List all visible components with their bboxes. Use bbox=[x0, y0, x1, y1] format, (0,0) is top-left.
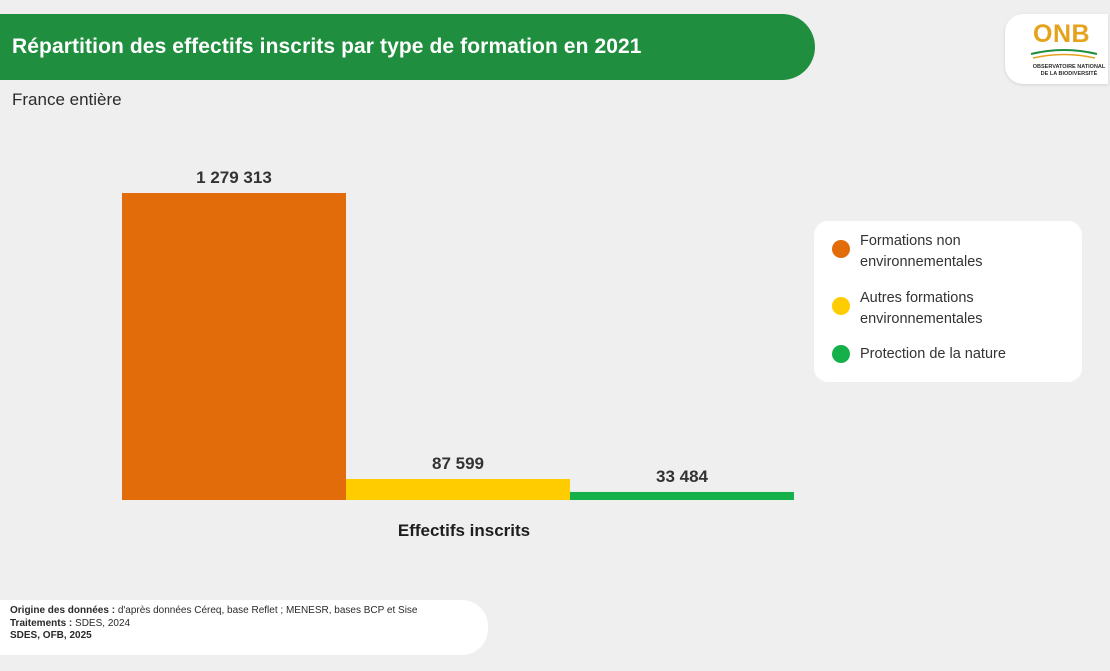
legend: Formations non environnementales Autres … bbox=[814, 221, 1082, 382]
title-banner: Répartition des effectifs inscrits par t… bbox=[0, 14, 815, 80]
onb-logo: ONB OBSERVATOIRE NATIONAL DE LA BIODIVER… bbox=[1005, 14, 1108, 84]
bar-value-label-3: 33 484 bbox=[656, 467, 709, 486]
bar-1 bbox=[122, 193, 346, 500]
chart-subtitle: France entière bbox=[12, 90, 122, 109]
logo-wordmark: ONB bbox=[1033, 20, 1091, 48]
legend-label: Protection de la nature bbox=[860, 346, 1006, 362]
source-processing-value: SDES, 2024 bbox=[75, 617, 131, 629]
source-processing-label: Traitements : bbox=[10, 617, 73, 629]
legend-label: Autres formations environnementales bbox=[860, 290, 983, 327]
logo-subtitle-line-2: DE LA BIODIVERSITÉ bbox=[1040, 71, 1098, 77]
legend-label: Formations non environnementales bbox=[860, 233, 983, 270]
legend-dot-icon bbox=[832, 345, 850, 363]
bar-value-label-2: 87 599 bbox=[432, 454, 484, 473]
source-origin-line: Origine des données : d'après données Cé… bbox=[10, 605, 417, 618]
bar-value-label-1: 1 279 313 bbox=[196, 168, 272, 187]
legend-dot-icon bbox=[832, 240, 850, 258]
source-origin-label: Origine des données : bbox=[10, 605, 116, 616]
legend-item-non-environmental: Formations non environnementales bbox=[832, 231, 1050, 273]
logo-subtitle: OBSERVATOIRE NATIONAL DE LA BIODIVERSITÉ bbox=[1031, 64, 1107, 78]
source-processing-line: Traitements : SDES, 2024 bbox=[10, 618, 417, 631]
source-box: Origine des données : d'après données Cé… bbox=[0, 600, 488, 655]
source-origin-value: d'après données Céreq, base Reflet ; MEN… bbox=[117, 605, 418, 616]
legend-item-nature-protection: Protection de la nature bbox=[832, 345, 1050, 363]
bar-3 bbox=[570, 491, 794, 500]
source-text: Origine des données : d'après données Cé… bbox=[10, 605, 417, 643]
logo-swoosh-icon bbox=[1030, 49, 1098, 59]
legend-dot-icon bbox=[832, 297, 850, 315]
legend-item-other-environmental: Autres formations environnementales bbox=[832, 288, 1050, 330]
x-axis-label: Effectifs inscrits bbox=[398, 521, 530, 540]
source-credit: SDES, OFB, 2025 bbox=[10, 630, 92, 641]
chart-title: Répartition des effectifs inscrits par t… bbox=[12, 35, 642, 58]
logo-subtitle-line-1: OBSERVATOIRE NATIONAL bbox=[1032, 64, 1106, 70]
bar-2 bbox=[346, 478, 570, 500]
source-credit-line: SDES, OFB, 2025 bbox=[10, 630, 417, 643]
